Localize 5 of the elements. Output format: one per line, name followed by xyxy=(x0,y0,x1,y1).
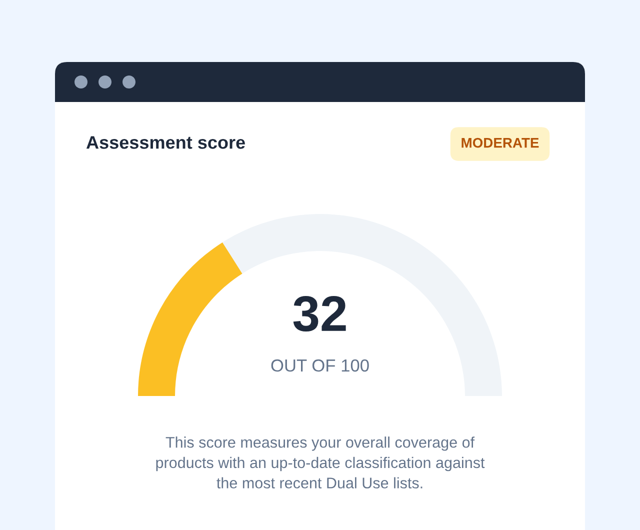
chart-title: Assessment score xyxy=(86,136,245,149)
text: OUT OF 100 xyxy=(271,359,369,372)
text: 32 xyxy=(293,296,346,332)
chart-subtitle: MODERATE xyxy=(462,138,539,148)
text: This score measures your overall coverage of products with an up-to-date classification against the most recent Dual Use lists. xyxy=(156,436,485,488)
